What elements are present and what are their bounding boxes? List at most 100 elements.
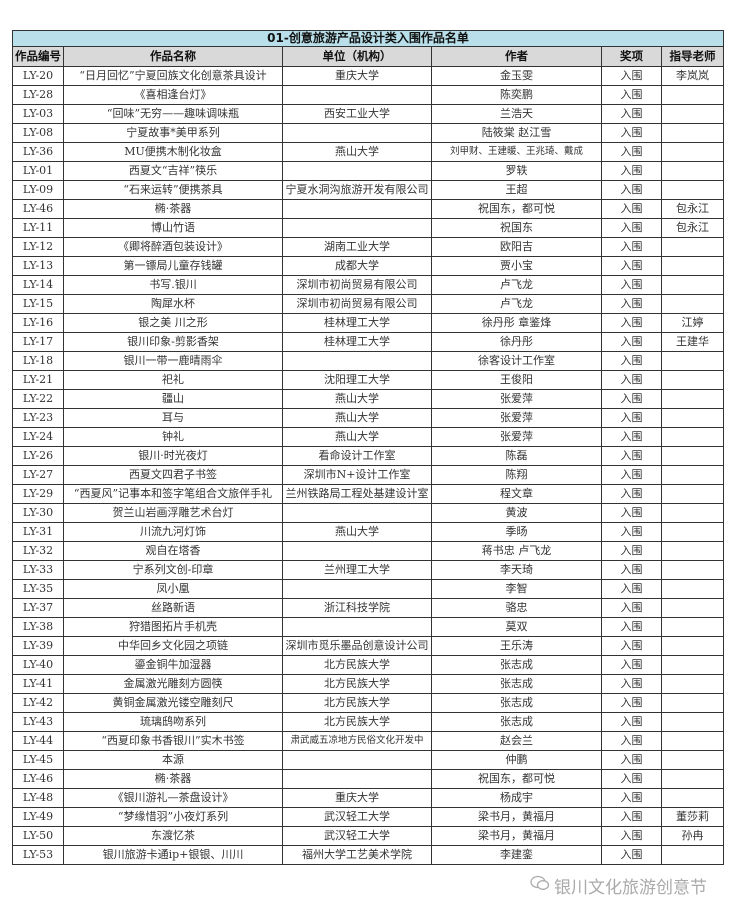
cell-advisor: 董莎莉 [661, 807, 724, 827]
cell-name: “西夏风”记事本和签字笔组合文旅伴手礼 [63, 484, 283, 504]
cell-id: LY-11 [12, 218, 64, 238]
cell-id: LY-14 [12, 275, 64, 295]
cell-id: LY-31 [12, 522, 64, 542]
cell-advisor [661, 484, 724, 504]
cell-name: “西夏印象书香银川”实木书签 [63, 731, 283, 751]
cell-id: LY-33 [12, 560, 64, 580]
cell-advisor [661, 541, 724, 561]
cell-advisor [661, 522, 724, 542]
cell-advisor [661, 180, 724, 200]
cell-name: 鎏金铜牛加湿器 [63, 655, 283, 675]
cell-award: 入围 [601, 199, 662, 219]
cell-name: 书写.银川 [63, 275, 283, 295]
cell-award: 入围 [601, 123, 662, 143]
cell-award: 入围 [601, 218, 662, 238]
cell-advisor [661, 389, 724, 409]
cell-name: 《喜相逢台灯》 [63, 85, 283, 105]
cell-award: 入围 [601, 788, 662, 808]
cell-author: 程文章 [431, 484, 602, 504]
cell-org [282, 161, 432, 181]
cell-award: 入围 [601, 617, 662, 637]
cell-name: 观自在塔香 [63, 541, 283, 561]
table-row: LY-23 耳与 燕山大学 张爱萍 入围 [12, 408, 724, 428]
cell-award: 入围 [601, 674, 662, 694]
table-row: LY-11 博山竹语 祝国东 入围 包永江 [12, 218, 724, 238]
cell-org: 武汉轻工大学 [282, 807, 432, 827]
cell-id: LY-08 [12, 123, 64, 143]
wechat-icon [530, 875, 550, 896]
cell-id: LY-42 [12, 693, 64, 713]
cell-advisor [661, 427, 724, 447]
cell-award: 入围 [601, 636, 662, 656]
cell-award: 入围 [601, 351, 662, 371]
cell-award: 入围 [601, 731, 662, 751]
watermark: 银川文化旅游创意节 [530, 873, 707, 898]
cell-advisor [661, 465, 724, 485]
cell-advisor [661, 446, 724, 466]
cell-author: 李天琦 [431, 560, 602, 580]
cell-author: 梁书月，黄福月 [431, 826, 602, 846]
cell-award: 入围 [601, 256, 662, 276]
cell-advisor: 孙冉 [661, 826, 724, 846]
cell-org [282, 617, 432, 637]
cell-id: LY-44 [12, 731, 64, 751]
cell-award: 入围 [601, 389, 662, 409]
cell-name: 西夏文四君子书签 [63, 465, 283, 485]
cell-author: 贾小宝 [431, 256, 602, 276]
cell-award: 入围 [601, 560, 662, 580]
cell-author: 李建銮 [431, 845, 602, 865]
cell-id: LY-53 [12, 845, 64, 865]
cell-award: 入围 [601, 294, 662, 314]
cell-author: 祝国东，都可悦 [431, 199, 602, 219]
table-row: LY-17 银川印象-剪影香架 桂林理工大学 徐丹彤 入围 王建华 [12, 332, 724, 352]
cell-id: LY-03 [12, 104, 64, 124]
cell-advisor [661, 693, 724, 713]
table-row: LY-12 《卿将醉酒包装设计》 湖南工业大学 欧阳吉 入围 [12, 237, 724, 257]
column-header-org: 单位（机构） [282, 46, 432, 67]
cell-org: 深圳市初尚贸易有限公司 [282, 294, 432, 314]
cell-advisor [661, 617, 724, 637]
table-row: LY-50 东渡忆茶 武汉轻工大学 梁书月，黄福月 入围 孙冉 [12, 826, 724, 846]
cell-id: LY-46 [12, 199, 64, 219]
cell-id: LY-27 [12, 465, 64, 485]
cell-id: LY-35 [12, 579, 64, 599]
cell-advisor [661, 503, 724, 523]
cell-id: LY-30 [12, 503, 64, 523]
cell-advisor [661, 237, 724, 257]
table-row: LY-40 鎏金铜牛加湿器 北方民族大学 张志成 入围 [12, 655, 724, 675]
cell-name: 本源 [63, 750, 283, 770]
cell-org [282, 199, 432, 219]
cell-name: 琉璃鸱吻系列 [63, 712, 283, 732]
cell-org: 宁夏水洞沟旅游开发有限公司 [282, 180, 432, 200]
cell-id: LY-46 [12, 769, 64, 789]
cell-name: 椭·茶器 [63, 199, 283, 219]
cell-name: 陶犀水杯 [63, 294, 283, 314]
cell-org: 成都大学 [282, 256, 432, 276]
cell-org [282, 218, 432, 238]
cell-award: 入围 [601, 408, 662, 428]
cell-author: 王俊阳 [431, 370, 602, 390]
cell-author: 卢飞龙 [431, 275, 602, 295]
cell-author: 张志成 [431, 674, 602, 694]
cell-org [282, 85, 432, 105]
cell-award: 入围 [601, 275, 662, 295]
cell-author: 张爱萍 [431, 427, 602, 447]
cell-advisor [661, 161, 724, 181]
cell-id: LY-21 [12, 370, 64, 390]
cell-org [282, 541, 432, 561]
column-header-advisor: 指导老师 [661, 46, 724, 67]
cell-award: 入围 [601, 332, 662, 352]
column-header-author: 作者 [431, 46, 602, 67]
cell-id: LY-15 [12, 294, 64, 314]
cell-name: 贺兰山岩画浮雕艺术台灯 [63, 503, 283, 523]
cell-author: 罗轶 [431, 161, 602, 181]
cell-author: 卢飞龙 [431, 294, 602, 314]
cell-author: 陈磊 [431, 446, 602, 466]
cell-author: 欧阳吉 [431, 237, 602, 257]
table-row: LY-26 银川·时光夜灯 看命设计工作室 陈磊 入围 [12, 446, 724, 466]
cell-advisor [661, 408, 724, 428]
cell-advisor [661, 788, 724, 808]
cell-name: 第一镖局儿童存钱罐 [63, 256, 283, 276]
cell-advisor: 江婷 [661, 313, 724, 333]
cell-id: LY-50 [12, 826, 64, 846]
